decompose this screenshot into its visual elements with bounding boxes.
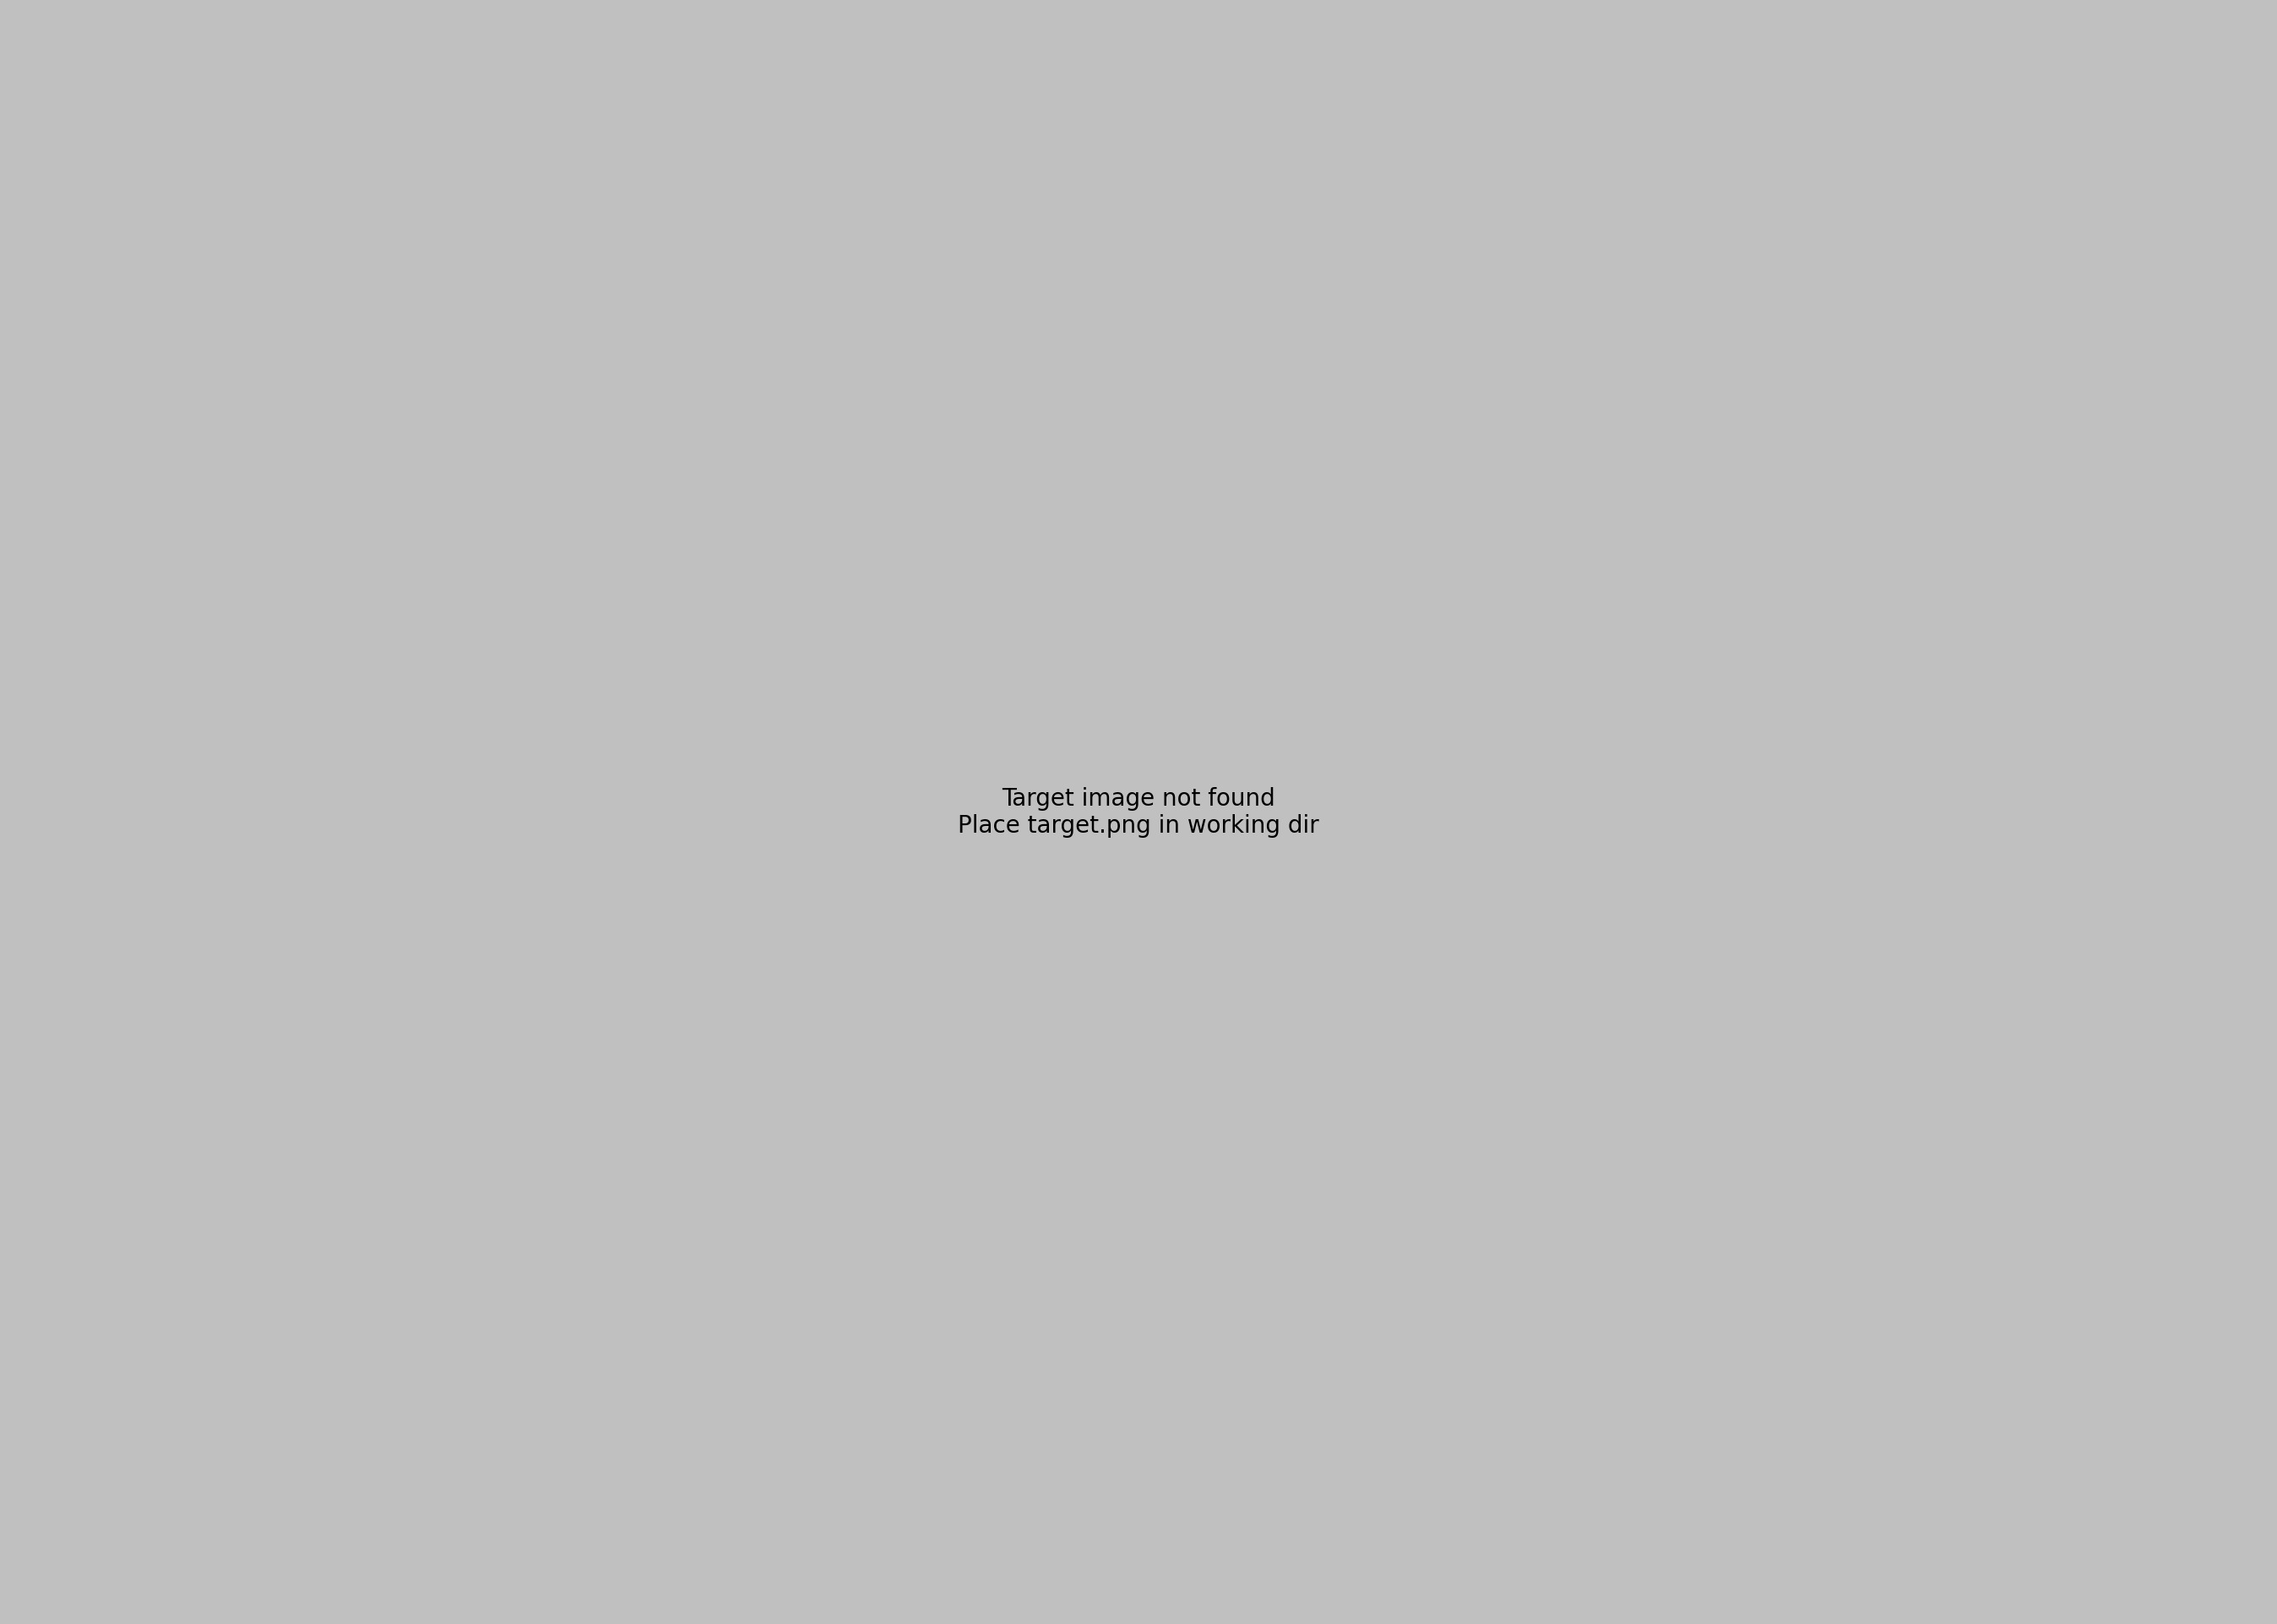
Text: Target image not found
Place target.png in working dir: Target image not found Place target.png … [959,786,1318,838]
